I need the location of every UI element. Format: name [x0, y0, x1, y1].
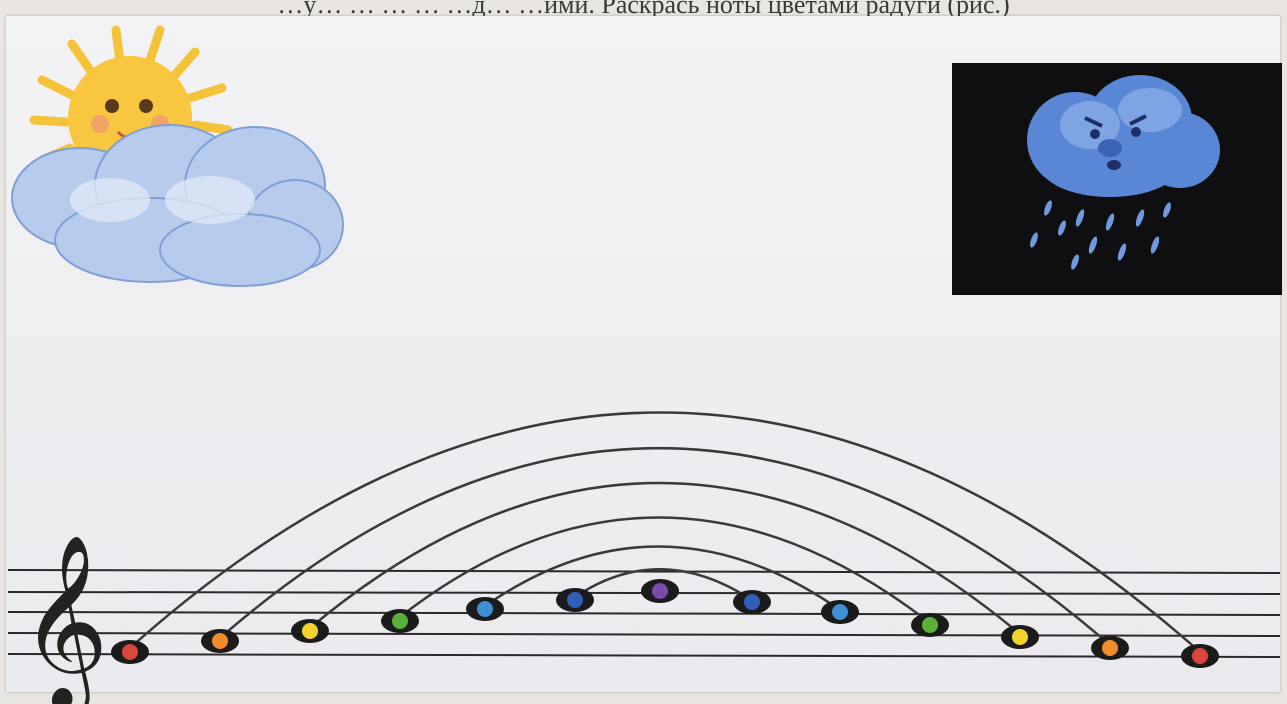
- rain-cloud-illustration: [1027, 75, 1220, 270]
- music-note: [381, 609, 419, 633]
- note-color-fill: [1192, 648, 1208, 664]
- rainbow-arcs: [129, 411, 1201, 653]
- sun-eye: [139, 99, 153, 113]
- note-color-fill: [477, 601, 493, 617]
- music-note: [821, 600, 859, 624]
- note-color-fill: [1102, 640, 1118, 656]
- music-note: [733, 590, 771, 614]
- notes-layer: [111, 579, 1219, 668]
- rainbow-arc: [129, 411, 1201, 653]
- rainbow-arc: [574, 568, 753, 602]
- note-color-fill: [212, 633, 228, 649]
- raindrops: [1030, 200, 1171, 270]
- music-note: [556, 588, 594, 612]
- music-staff: [7, 569, 1281, 658]
- note-color-fill: [652, 583, 668, 599]
- note-color-fill: [567, 592, 583, 608]
- note-color-fill: [302, 623, 318, 639]
- rainbow-arc: [309, 481, 1021, 635]
- sun-eye: [105, 99, 119, 113]
- note-color-fill: [922, 617, 938, 633]
- note-color-fill: [392, 613, 408, 629]
- rainbow-arc: [399, 516, 931, 624]
- note-color-fill: [122, 644, 138, 660]
- page-caption: …у… … … … …д… …ими. Раскрась ноты цветам…: [277, 0, 1010, 19]
- music-note: [466, 597, 504, 621]
- music-note: [291, 619, 329, 643]
- music-note: [641, 579, 679, 603]
- music-note: [111, 640, 149, 664]
- music-note: [911, 613, 949, 637]
- note-color-fill: [832, 604, 848, 620]
- note-color-fill: [1012, 629, 1028, 645]
- note-color-fill: [744, 594, 760, 610]
- angry-brow: [1084, 116, 1103, 128]
- music-note: [1091, 636, 1129, 660]
- treble-clef-icon: 𝄞: [20, 534, 109, 704]
- music-note: [201, 629, 239, 653]
- sun-cloud-illustration: [11, 25, 344, 287]
- music-note: [1181, 644, 1219, 668]
- rainbow-arc: [484, 545, 841, 612]
- angry-brow: [1129, 114, 1147, 126]
- rainbow-arc: [219, 447, 1111, 646]
- music-note: [1001, 625, 1039, 649]
